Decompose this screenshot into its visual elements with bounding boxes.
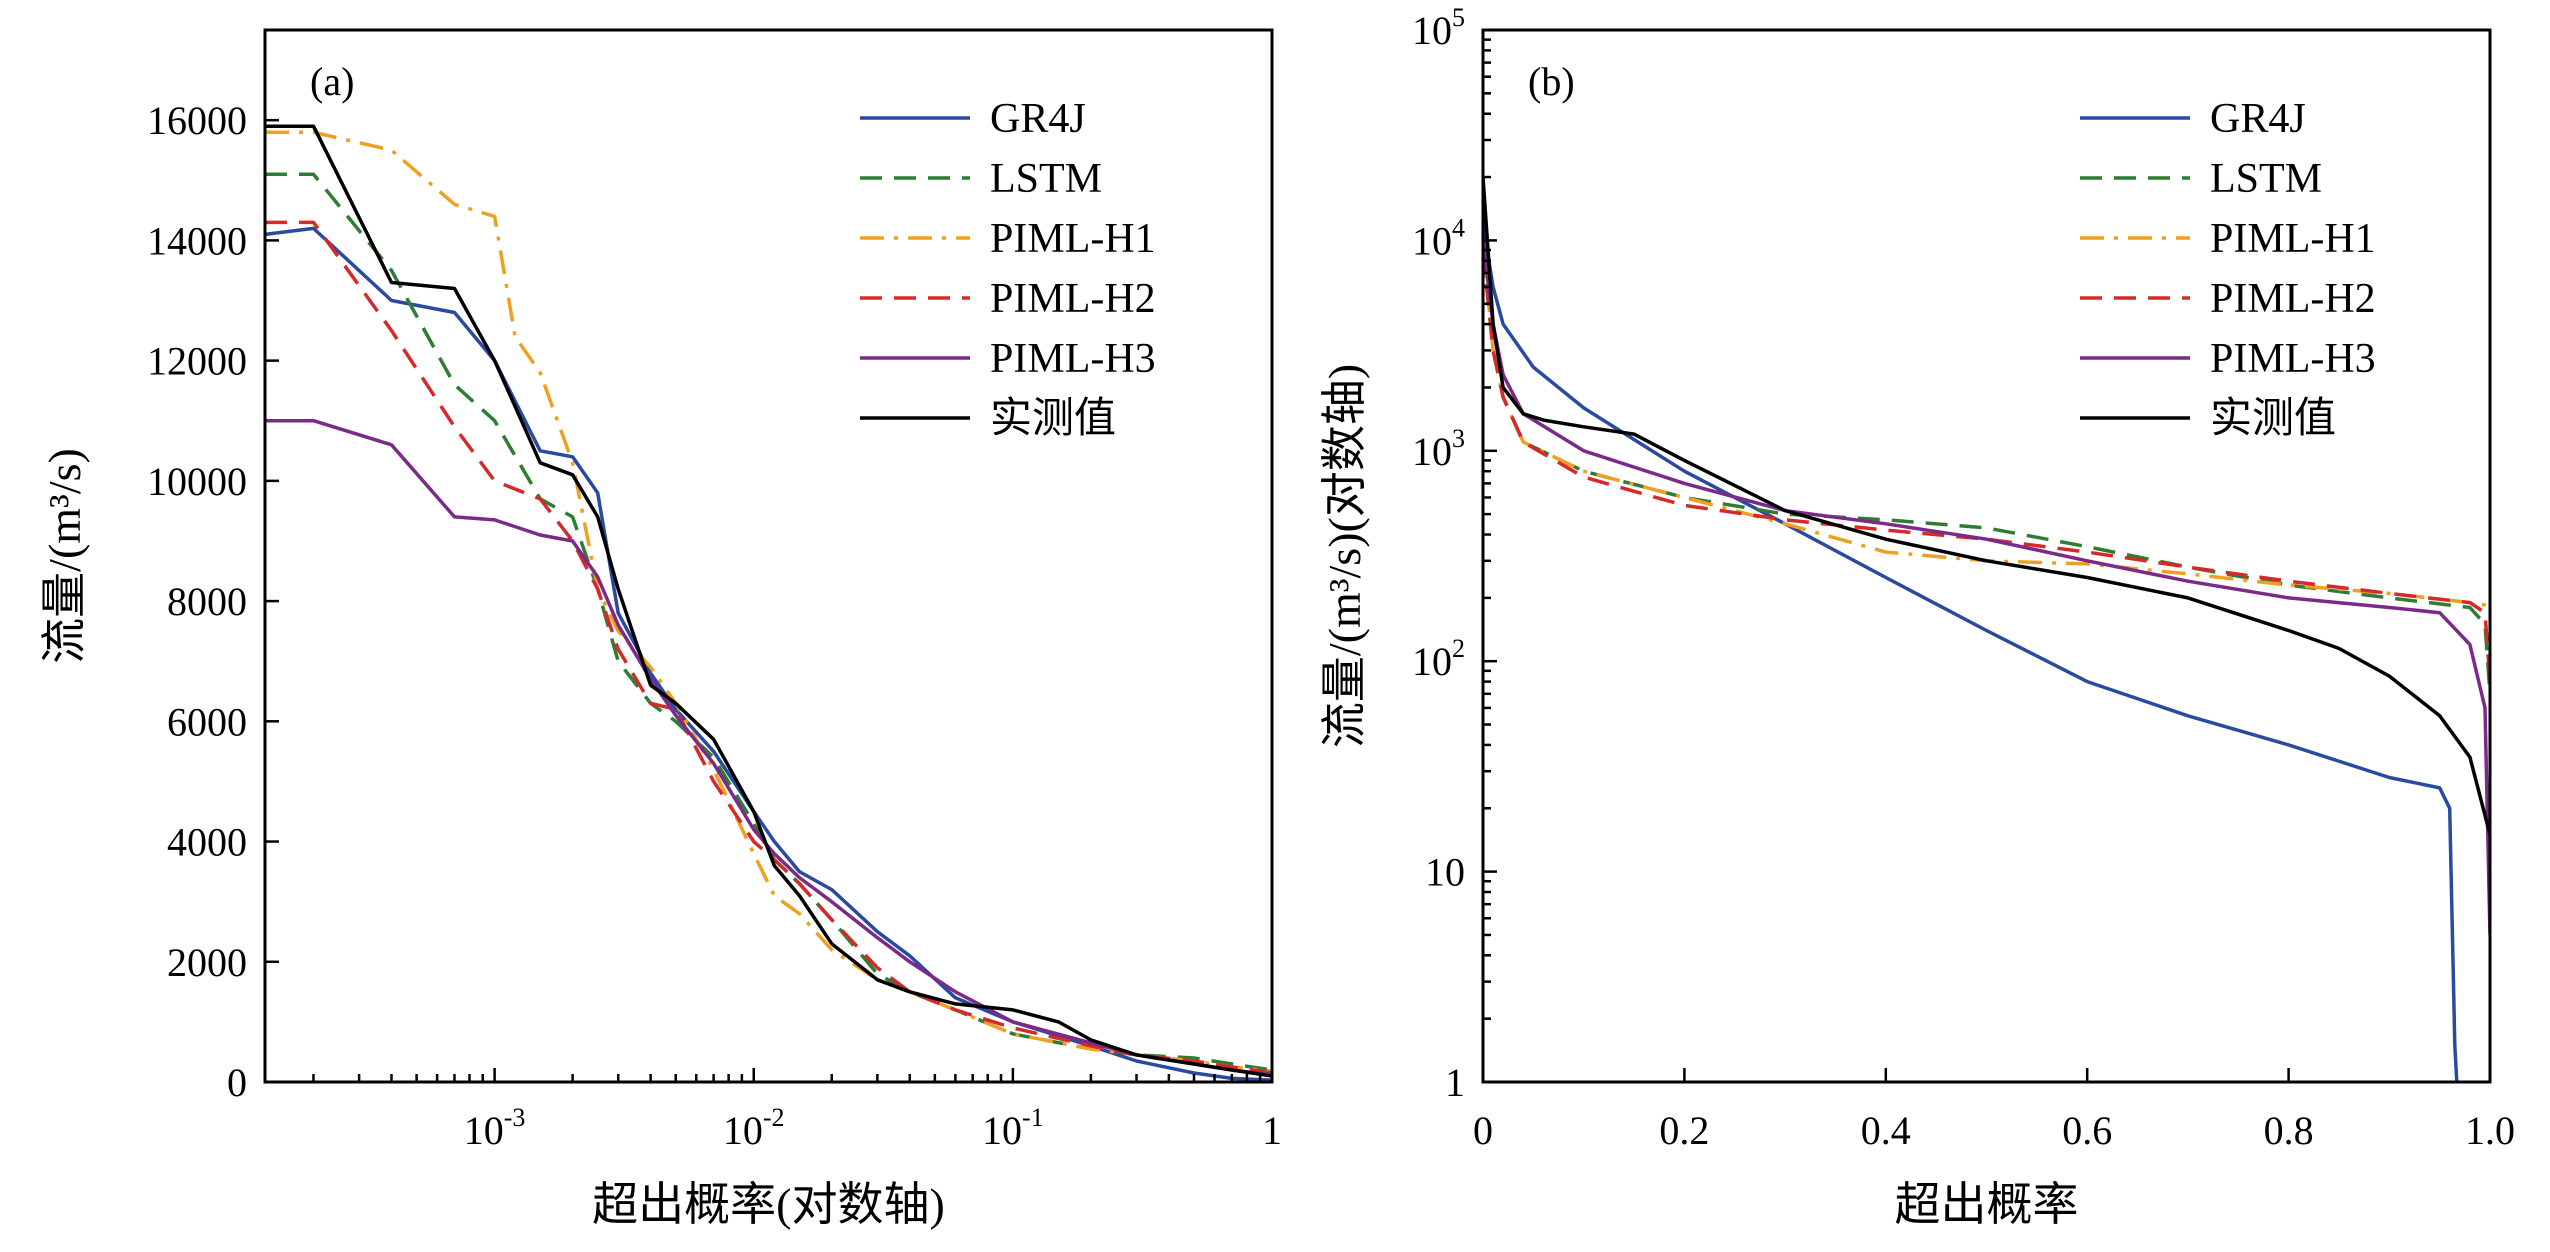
legend-label: GR4J — [990, 96, 1086, 142]
x-tick-label: 0.2 — [1659, 1108, 1709, 1153]
legend: GR4J LSTM PIML-H1 PIML-H2 PIML-H3 实测值 — [2080, 96, 2376, 442]
y-tick-label: 6000 — [167, 699, 247, 744]
y-axis-title: 流量/(m³/s)(对数轴) — [1319, 364, 1370, 748]
legend-label: PIML-H2 — [990, 276, 1156, 322]
panel-b: 0 0.2 0.4 0.6 0.8 1.0 1 10 102 103 104 105 (b) 超出概率 流量… — [1319, 3, 2515, 1230]
y-tick-label: 14000 — [147, 218, 247, 263]
legend-label: PIML-H1 — [2210, 216, 2376, 262]
y-tick-label: 4000 — [167, 820, 247, 865]
x-tick-label: 10-3 — [464, 1103, 526, 1153]
legend-label: LSTM — [2210, 156, 2322, 202]
x-tick-label: 0.8 — [2264, 1108, 2314, 1153]
x-tick-label: 1.0 — [2465, 1108, 2515, 1153]
legend-label: PIML-H3 — [2210, 336, 2376, 382]
legend: GR4J LSTM PIML-H1 PIML-H2 PIML-H3 实测值 — [860, 96, 1156, 442]
legend-label: PIML-H2 — [2210, 276, 2376, 322]
legend-label: 实测值 — [2210, 395, 2336, 442]
x-tick-label: 0 — [1473, 1108, 1493, 1153]
x-tick-label: 1 — [1262, 1108, 1282, 1153]
legend-label: 实测值 — [990, 395, 1116, 442]
legend-label: PIML-H3 — [990, 336, 1156, 382]
x-tick-label: 10-1 — [982, 1103, 1044, 1153]
y-tick-label: 12000 — [147, 339, 247, 384]
series-line-1 — [1483, 223, 2459, 1082]
series-line-4 — [265, 220, 1272, 1075]
series-line-3 — [265, 130, 1272, 1073]
panel-label: (b) — [1528, 59, 1575, 104]
series-line-4 — [1483, 249, 2490, 682]
series-line-6 — [265, 124, 1272, 1078]
y-tick-label: 104 — [1412, 213, 1465, 263]
legend-label: PIML-H1 — [990, 216, 1156, 262]
y-tick-label: 16000 — [147, 98, 247, 143]
y-tick-label: 8000 — [167, 579, 247, 624]
y-tick-label: 10000 — [147, 459, 247, 504]
x-axis-title: 超出概率 — [1895, 1179, 2079, 1230]
y-tick-label: 2000 — [167, 940, 247, 985]
series-line-5 — [265, 418, 1272, 1077]
y-tick-label: 103 — [1412, 424, 1465, 474]
y-tick-label: 1 — [1445, 1060, 1465, 1105]
legend-label: LSTM — [990, 156, 1102, 202]
plot-frame — [1481, 28, 2492, 1084]
panel-a: 10-3 10-2 10-1 1 0 2000 4000 6000 8000 10000 12000… — [39, 28, 1282, 1230]
plot-frame — [263, 28, 1274, 1084]
legend-label: GR4J — [2210, 96, 2306, 142]
x-tick-label: 10-2 — [723, 1103, 785, 1153]
y-tick-label: 10 — [1425, 850, 1465, 895]
series-group — [1483, 176, 2490, 1082]
series-line-6 — [1483, 176, 2490, 836]
y-tick-label: 0 — [227, 1060, 247, 1105]
series-line-5 — [1483, 240, 2490, 935]
y-tick-label: 105 — [1412, 3, 1465, 53]
panel-label: (a) — [310, 59, 354, 104]
y-axis-title: 流量/(m³/s) — [39, 448, 90, 664]
x-axis-title: 超出概率(对数轴) — [592, 1179, 945, 1230]
y-tick-label: 102 — [1412, 634, 1465, 684]
x-tick-label: 0.6 — [2062, 1108, 2112, 1153]
series-group — [265, 124, 1272, 1082]
series-line-3 — [1483, 240, 2490, 610]
x-tick-label: 0.4 — [1861, 1108, 1911, 1153]
